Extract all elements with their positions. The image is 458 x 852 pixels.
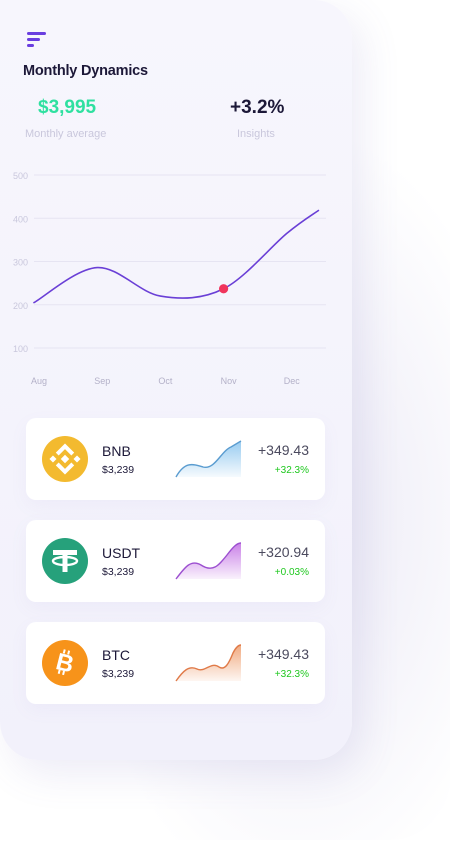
monthly-average-value: $3,995 [38,97,96,119]
highlight-point [219,284,228,293]
bitcoin-icon: B [42,640,88,686]
menu-icon[interactable] [27,32,47,46]
phone-screen: Monthly Dynamics $3,995 +3.2% Monthly av… [0,0,352,760]
monthly-average-label: Monthly average [25,128,106,140]
asset-price: $3,239 [102,668,134,680]
x-tick-label: Nov [221,376,238,386]
insights-value: +3.2% [230,97,284,119]
y-tick-label: 300 [13,258,28,268]
x-tick-label: Aug [31,376,47,386]
page-title: Monthly Dynamics [23,63,148,79]
asset-price: $3,239 [102,464,134,476]
asset-percent: +32.3% [275,669,309,680]
asset-change: +349.43 [258,646,309,662]
bnb-icon [42,436,88,482]
tether-icon [42,538,88,584]
y-tick-label: 200 [13,301,28,311]
asset-name: USDT [102,545,140,561]
asset-change: +320.94 [258,544,309,560]
asset-card-usdt[interactable]: USDT $3,239 +320.94 +0.03% [26,520,325,602]
series-line [34,210,318,302]
asset-name: BTC [102,647,130,663]
asset-card-btc[interactable]: B BTC $3,239 +349.43 +32.3% [26,622,325,704]
insights-label: Insights [237,128,275,140]
x-tick-label: Dec [284,376,301,386]
asset-percent: +32.3% [275,465,309,476]
x-tick-label: Oct [158,376,173,386]
asset-percent: +0.03% [275,567,309,578]
sparkline [175,439,243,479]
y-tick-label: 100 [13,344,28,354]
monthly-chart: 500 400 300 200 100 Aug Sep Oct Nov Dec [0,160,352,392]
asset-card-bnb[interactable]: BNB $3,239 +349.43 +32.3% [26,418,325,500]
sparkline [175,541,243,581]
asset-change: +349.43 [258,442,309,458]
sparkline [175,643,243,683]
asset-name: BNB [102,443,131,459]
y-tick-label: 400 [13,214,28,224]
x-tick-label: Sep [94,376,110,386]
y-tick-label: 500 [13,171,28,181]
asset-price: $3,239 [102,566,134,578]
